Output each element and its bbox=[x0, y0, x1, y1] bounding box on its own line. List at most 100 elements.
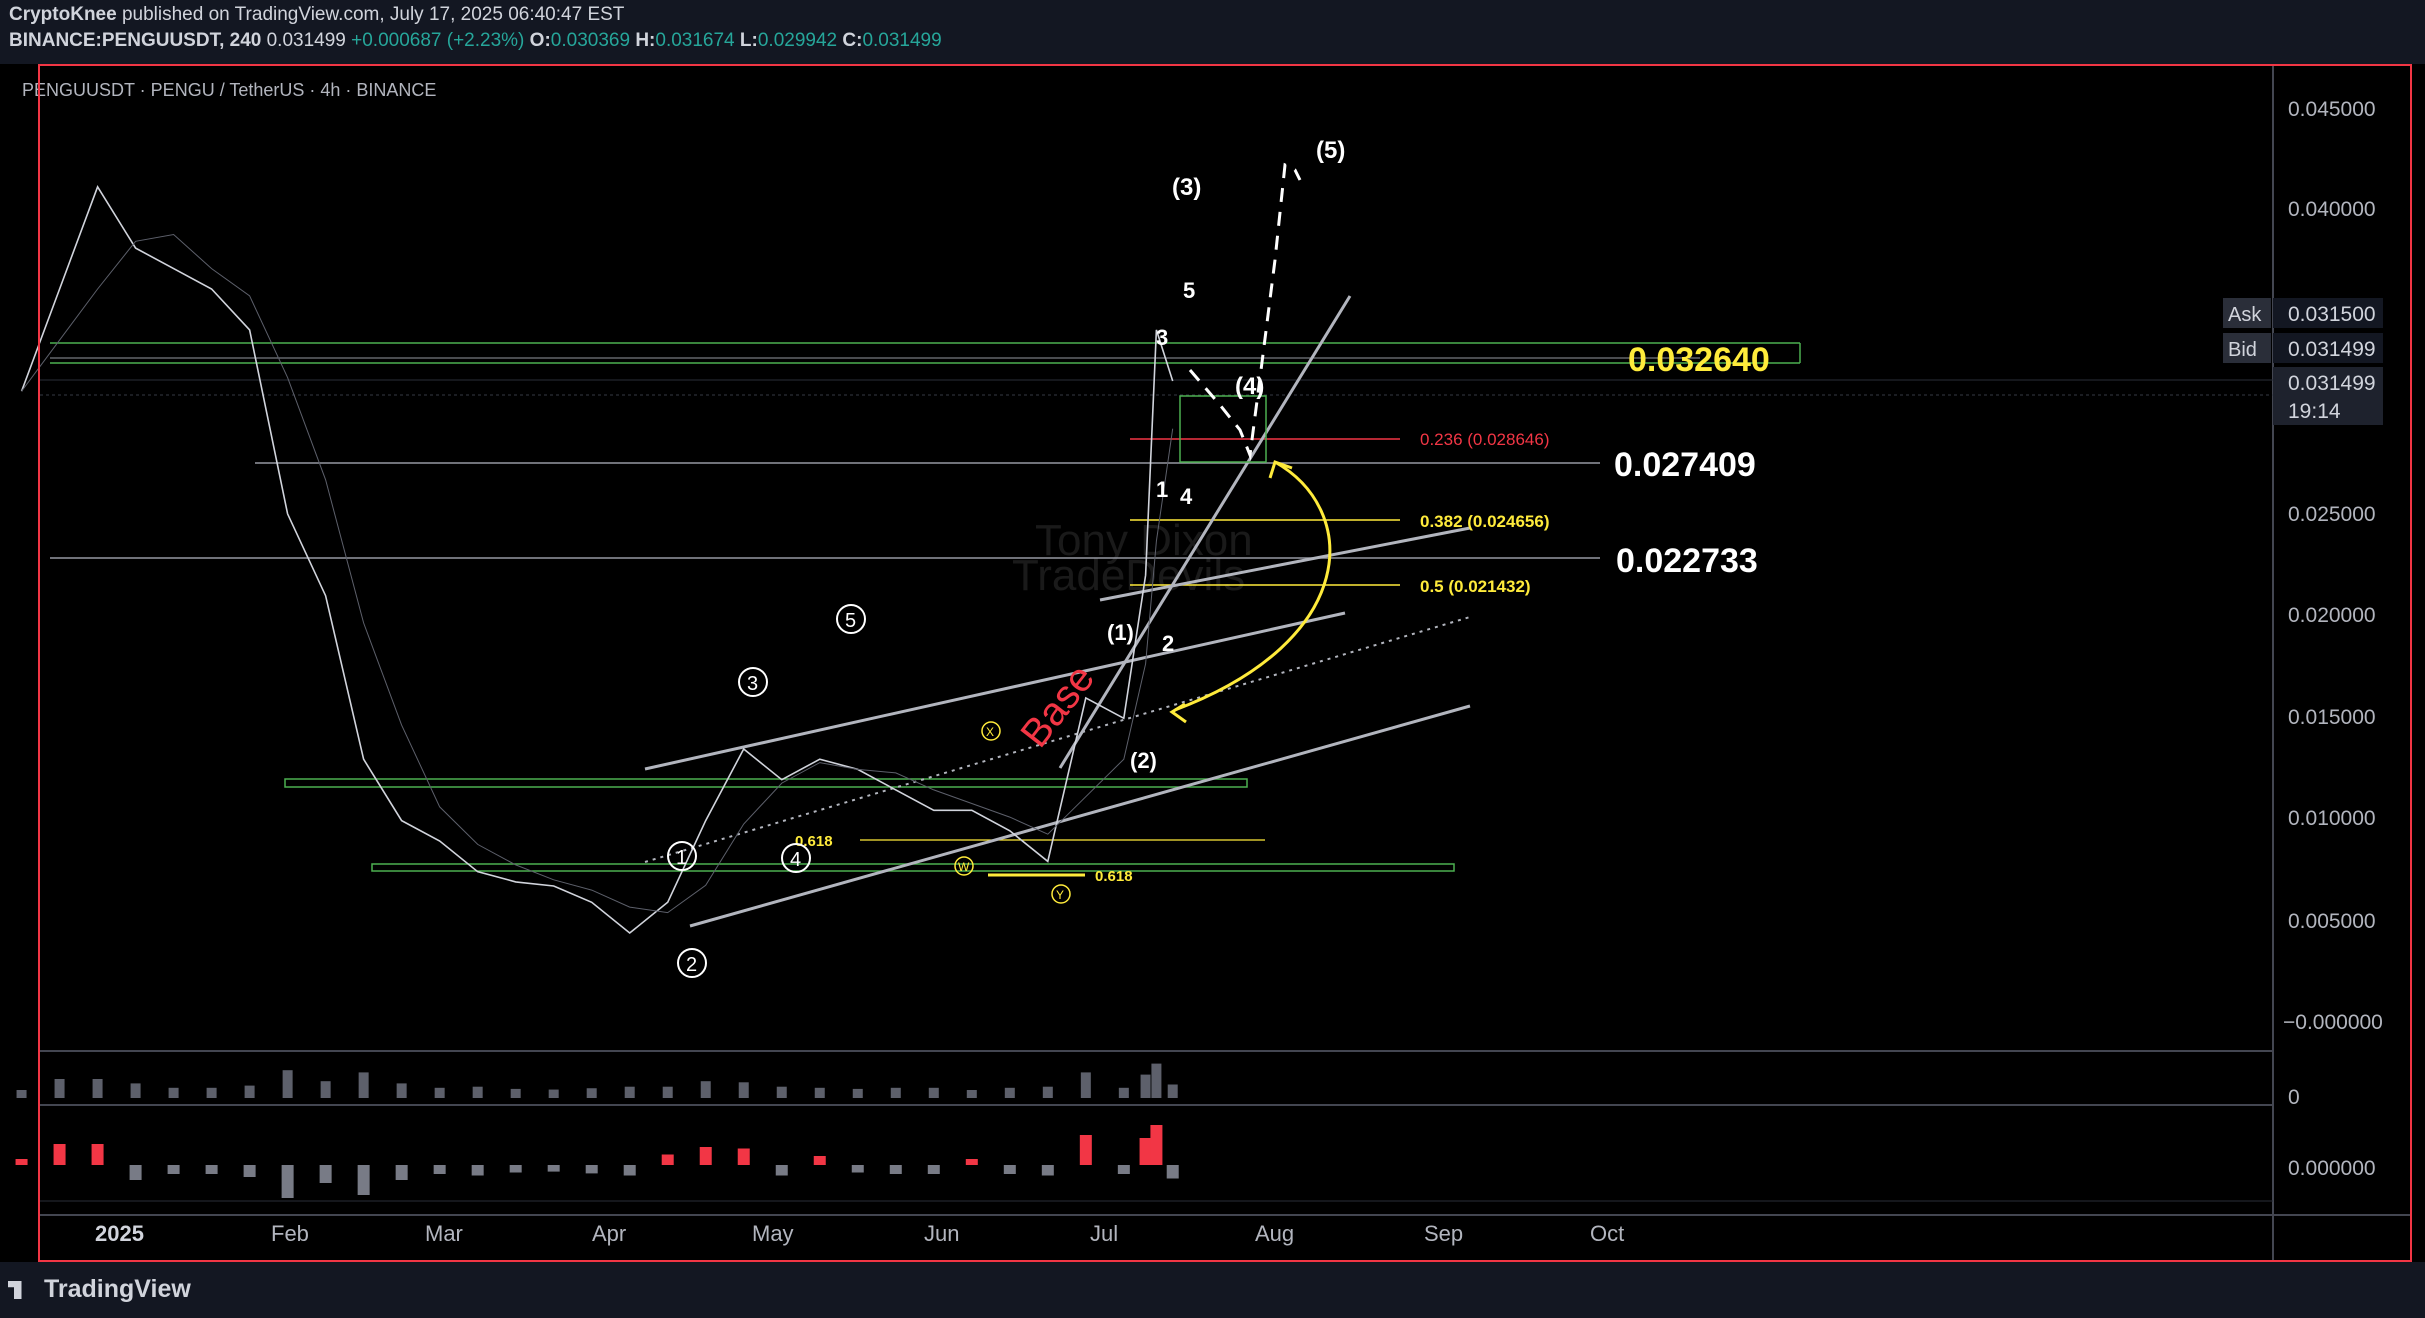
oscillator-bar bbox=[281, 1165, 294, 1198]
time-tick: 2025 bbox=[95, 1221, 144, 1246]
support-box-upper[interactable] bbox=[284, 778, 1248, 788]
ask-price: 0.031500 bbox=[2288, 303, 2376, 326]
subwave-5-label: 5 bbox=[1183, 278, 1195, 303]
volume-bar bbox=[358, 1072, 369, 1098]
open-label: O: bbox=[529, 30, 551, 51]
channel-lower[interactable] bbox=[689, 704, 1471, 928]
price-change: +0.000687 (+2.23%) bbox=[351, 30, 525, 51]
wave-3-label: (3) bbox=[1172, 174, 1201, 201]
level-label-0022733: 0.022733 bbox=[1616, 542, 1758, 580]
steep-trendline[interactable] bbox=[1058, 295, 1352, 769]
volume-tick: 0 bbox=[2288, 1086, 2300, 1109]
oscillator-bar bbox=[167, 1165, 180, 1174]
price-tick: 0.020000 bbox=[2288, 604, 2376, 627]
time-tick: Oct bbox=[1590, 1221, 1624, 1246]
volume-bar bbox=[1167, 1084, 1178, 1098]
price-series[interactable] bbox=[20, 184, 1174, 935]
volume-bar bbox=[966, 1090, 977, 1098]
wave-2-label: (2) bbox=[1130, 748, 1157, 773]
time-tick: Feb bbox=[271, 1221, 309, 1246]
circle-4 bbox=[781, 843, 811, 873]
oscillator-bar bbox=[623, 1165, 636, 1176]
subwave-1-label: 1 bbox=[1156, 477, 1168, 502]
volume-bar bbox=[1080, 1072, 1091, 1098]
price-tick: 0.040000 bbox=[2288, 198, 2376, 221]
bid-tag bbox=[2223, 333, 2271, 363]
circle-1-text: 1 bbox=[676, 847, 687, 869]
volume-bar bbox=[16, 1090, 27, 1098]
subwave-3-label: 3 bbox=[1156, 325, 1168, 350]
channel-mid[interactable] bbox=[1099, 526, 1471, 602]
volume-bar bbox=[244, 1085, 255, 1098]
high-value: 0.031674 bbox=[655, 30, 735, 51]
circle-5-text: 5 bbox=[845, 610, 856, 632]
volume-bar bbox=[206, 1087, 217, 1098]
symbol-label[interactable]: BINANCE:PENGUUSDT, 240 bbox=[9, 30, 262, 51]
circle-y bbox=[1051, 884, 1071, 904]
volume-bar bbox=[928, 1087, 939, 1098]
oscillator-bar bbox=[775, 1165, 788, 1176]
oscillator-bar bbox=[661, 1154, 674, 1165]
volume-bar bbox=[776, 1086, 787, 1098]
oscillator-bar bbox=[1166, 1165, 1179, 1179]
bid-price: 0.031499 bbox=[2288, 338, 2376, 361]
volume-bar bbox=[662, 1086, 673, 1098]
brand-name: TradingView bbox=[44, 1275, 191, 1303]
oscillator-bar bbox=[205, 1165, 218, 1174]
circle-2 bbox=[677, 948, 707, 978]
volume-bar bbox=[890, 1087, 901, 1098]
oscillator-bar bbox=[319, 1165, 332, 1183]
level-label-0032640: 0.032640 bbox=[1628, 341, 1770, 379]
volume-bar bbox=[1118, 1087, 1129, 1098]
time-tick: Mar bbox=[425, 1221, 463, 1246]
circled-wave-labels: 1 2 3 4 5 X W Y bbox=[667, 604, 1071, 978]
volume-bar bbox=[852, 1088, 863, 1098]
oscillator-pane[interactable] bbox=[15, 1125, 1179, 1198]
subwave-4-label: 4 bbox=[1180, 484, 1193, 509]
oscillator-bar bbox=[1041, 1165, 1054, 1176]
tradingview-logo-icon bbox=[8, 1281, 22, 1299]
volume-bar bbox=[624, 1086, 635, 1098]
oscillator-bar bbox=[737, 1148, 750, 1165]
price-tick: 0.015000 bbox=[2288, 706, 2376, 729]
volume-bar bbox=[1140, 1074, 1151, 1098]
high-label: H: bbox=[635, 30, 656, 51]
time-tick: Aug bbox=[1255, 1221, 1294, 1246]
oscillator-bar bbox=[851, 1165, 864, 1173]
oscillator-bar bbox=[91, 1144, 104, 1165]
osc-tick: 0.000000 bbox=[2288, 1157, 2376, 1180]
author-name[interactable]: CryptoKnee bbox=[9, 4, 117, 25]
footer-bar bbox=[0, 1262, 2425, 1318]
volume-bar bbox=[434, 1087, 445, 1098]
oscillator-bar bbox=[395, 1165, 408, 1180]
bid-label: Bid bbox=[2228, 339, 2257, 361]
oscillator-bar bbox=[927, 1165, 940, 1174]
oscillator-bar bbox=[357, 1165, 370, 1195]
oscillator-bar bbox=[585, 1165, 598, 1174]
bid-price-tag bbox=[2273, 333, 2383, 363]
publish-header: CryptoKnee published on TradingView.com,… bbox=[0, 0, 2425, 64]
volume-pane[interactable] bbox=[16, 1063, 1178, 1098]
oscillator-bar bbox=[1003, 1165, 1016, 1174]
level-label-0027409: 0.027409 bbox=[1614, 446, 1756, 484]
tradingview-logo[interactable]: TradingView bbox=[8, 1275, 191, 1304]
channel-upper[interactable] bbox=[644, 611, 1346, 771]
time-axis[interactable]: 2025 Feb Mar Apr May Jun Jul Aug Sep Oct bbox=[95, 1221, 1624, 1246]
ask-tag bbox=[2223, 298, 2271, 328]
open-value: 0.030369 bbox=[550, 30, 631, 51]
volume-bar bbox=[282, 1070, 293, 1098]
current-price: 0.031499 bbox=[2288, 372, 2376, 395]
volume-bar bbox=[1004, 1087, 1015, 1098]
price-axis[interactable]: 0.045000 0.040000 0.025000 0.020000 0.01… bbox=[2283, 98, 2383, 1180]
oscillator-bar bbox=[1150, 1125, 1163, 1165]
volume-bar bbox=[168, 1087, 179, 1098]
published-text: published on TradingView.com, July 17, 2… bbox=[121, 4, 625, 25]
volume-bar bbox=[738, 1082, 749, 1098]
oscillator-bar bbox=[547, 1165, 560, 1172]
volume-bar bbox=[700, 1081, 711, 1098]
fib-0618-label-2: 0.618 bbox=[1095, 868, 1133, 885]
volume-bar bbox=[1042, 1086, 1053, 1098]
price-tick: 0.010000 bbox=[2288, 807, 2376, 830]
volume-bar bbox=[130, 1083, 141, 1098]
